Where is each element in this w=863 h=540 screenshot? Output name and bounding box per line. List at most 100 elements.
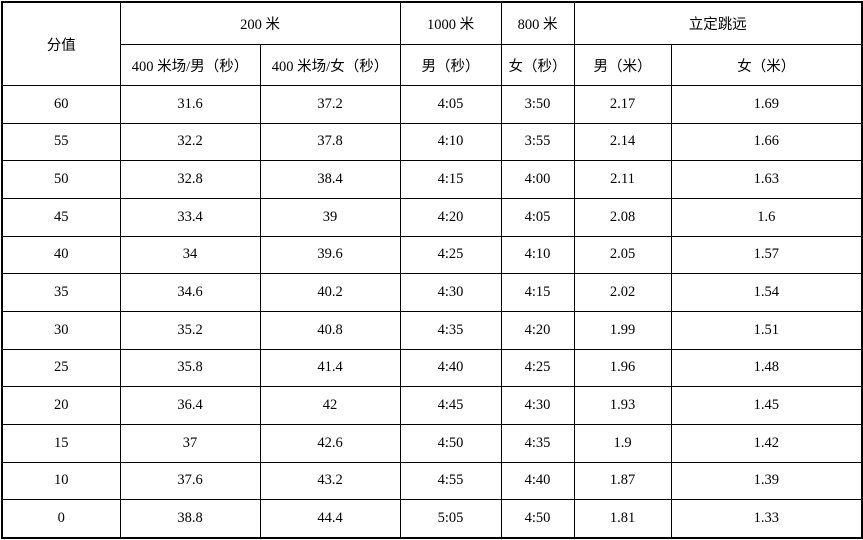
score-cell: 10 <box>1 461 121 501</box>
value-cell: 37 <box>119 423 261 463</box>
value-cell: 40.2 <box>259 273 401 312</box>
value-cell: 39.6 <box>259 235 401 275</box>
value-cell: 1.99 <box>573 310 672 350</box>
value-cell: 34.6 <box>119 273 261 312</box>
value-cell: 4:40 <box>500 461 575 501</box>
value-cell: 1.69 <box>670 85 863 124</box>
value-cell: 44.4 <box>259 499 401 539</box>
header-jump-male: 男（米） <box>573 44 672 86</box>
value-cell: 1.96 <box>573 348 672 388</box>
table-row: 40 34 39.6 4:25 4:10 2.05 1.57 <box>1 235 863 275</box>
value-cell: 33.4 <box>119 197 261 237</box>
value-cell: 1.87 <box>573 461 672 501</box>
header-jump-female: 女（米） <box>670 44 863 86</box>
header-row-groups: 分值 200 米 1000 米 800 米 立定跳远 <box>1 1 863 86</box>
value-cell: 1.6 <box>670 197 863 237</box>
table-row: 15 37 42.6 4:50 4:35 1.9 1.42 <box>1 423 863 463</box>
value-cell: 1.57 <box>670 235 863 275</box>
value-cell: 4:05 <box>500 197 575 237</box>
table-row: 0 38.8 44.4 5:05 4:50 1.81 1.33 <box>1 499 863 539</box>
score-cell: 40 <box>1 235 121 275</box>
value-cell: 2.08 <box>573 197 672 237</box>
value-cell: 2.17 <box>573 85 672 124</box>
value-cell: 42.6 <box>259 423 401 463</box>
table-row: 20 36.4 42 4:45 4:30 1.93 1.45 <box>1 386 863 425</box>
value-cell: 1.48 <box>670 348 863 388</box>
value-cell: 4:45 <box>399 386 502 425</box>
value-cell: 37.6 <box>119 461 261 501</box>
value-cell: 4:15 <box>399 160 502 199</box>
table-row: 10 37.6 43.2 4:55 4:40 1.87 1.39 <box>1 461 863 501</box>
header-group-standing-jump: 立定跳远 <box>573 1 863 45</box>
value-cell: 41.4 <box>259 348 401 388</box>
value-cell: 37.2 <box>259 85 401 124</box>
header-800m-female: 女（秒） <box>500 44 575 86</box>
value-cell: 38.8 <box>119 499 261 539</box>
header-400m-male: 400 米场/男（秒） <box>119 44 261 86</box>
score-cell: 35 <box>1 273 121 312</box>
table-body: 60 31.6 37.2 4:05 3:50 2.17 1.69 55 32.2 37.8 4:10… <box>1 85 863 539</box>
value-cell: 1.39 <box>670 461 863 501</box>
score-cell: 25 <box>1 348 121 388</box>
value-cell: 4:20 <box>399 197 502 237</box>
value-cell: 1.45 <box>670 386 863 425</box>
value-cell: 3:50 <box>500 85 575 124</box>
value-cell: 4:25 <box>399 235 502 275</box>
value-cell: 4:40 <box>399 348 502 388</box>
value-cell: 1.42 <box>670 423 863 463</box>
value-cell: 4:25 <box>500 348 575 388</box>
value-cell: 5:05 <box>399 499 502 539</box>
value-cell: 2.02 <box>573 273 672 312</box>
value-cell: 38.4 <box>259 160 401 199</box>
value-cell: 3:55 <box>500 122 575 162</box>
score-cell: 50 <box>1 160 121 199</box>
value-cell: 34 <box>119 235 261 275</box>
value-cell: 1.66 <box>670 122 863 162</box>
header-group-200m: 200 米 <box>119 1 401 45</box>
value-cell: 2.05 <box>573 235 672 275</box>
value-cell: 32.8 <box>119 160 261 199</box>
table-row: 25 35.8 41.4 4:40 4:25 1.96 1.48 <box>1 348 863 388</box>
score-cell: 30 <box>1 310 121 350</box>
score-cell: 45 <box>1 197 121 237</box>
header-group-1000m: 1000 米 <box>399 1 502 45</box>
value-cell: 40.8 <box>259 310 401 350</box>
value-cell: 4:30 <box>399 273 502 312</box>
value-cell: 39 <box>259 197 401 237</box>
score-cell: 60 <box>1 85 121 124</box>
header-1000m-male: 男（秒） <box>399 44 502 86</box>
table-row: 45 33.4 39 4:20 4:05 2.08 1.6 <box>1 197 863 237</box>
value-cell: 2.14 <box>573 122 672 162</box>
table-header: 分值 200 米 1000 米 800 米 立定跳远 400 米场/男（秒） 4… <box>1 1 863 86</box>
table-row: 30 35.2 40.8 4:35 4:20 1.99 1.51 <box>1 310 863 350</box>
header-row-subcolumns: 400 米场/男（秒） 400 米场/女（秒） 男（秒） 女（秒） 男（米） 女… <box>2 44 863 86</box>
value-cell: 32.2 <box>119 122 261 162</box>
value-cell: 4:10 <box>399 122 502 162</box>
header-group-800m: 800 米 <box>500 1 575 45</box>
score-cell: 55 <box>1 122 121 162</box>
value-cell: 1.93 <box>573 386 672 425</box>
score-cell: 15 <box>1 423 121 463</box>
table-row: 55 32.2 37.8 4:10 3:55 2.14 1.66 <box>1 122 863 162</box>
value-cell: 4:35 <box>399 310 502 350</box>
value-cell: 31.6 <box>119 85 261 124</box>
value-cell: 4:50 <box>500 499 575 539</box>
value-cell: 4:00 <box>500 160 575 199</box>
header-400m-female: 400 米场/女（秒） <box>259 44 401 86</box>
value-cell: 4:50 <box>399 423 502 463</box>
value-cell: 1.51 <box>670 310 863 350</box>
value-cell: 4:55 <box>399 461 502 501</box>
value-cell: 4:35 <box>500 423 575 463</box>
value-cell: 35.8 <box>119 348 261 388</box>
value-cell: 37.8 <box>259 122 401 162</box>
value-cell: 43.2 <box>259 461 401 501</box>
score-cell: 0 <box>1 499 121 539</box>
value-cell: 1.63 <box>670 160 863 199</box>
value-cell: 1.9 <box>573 423 672 463</box>
value-cell: 35.2 <box>119 310 261 350</box>
value-cell: 4:10 <box>500 235 575 275</box>
value-cell: 2.11 <box>573 160 672 199</box>
value-cell: 4:20 <box>500 310 575 350</box>
